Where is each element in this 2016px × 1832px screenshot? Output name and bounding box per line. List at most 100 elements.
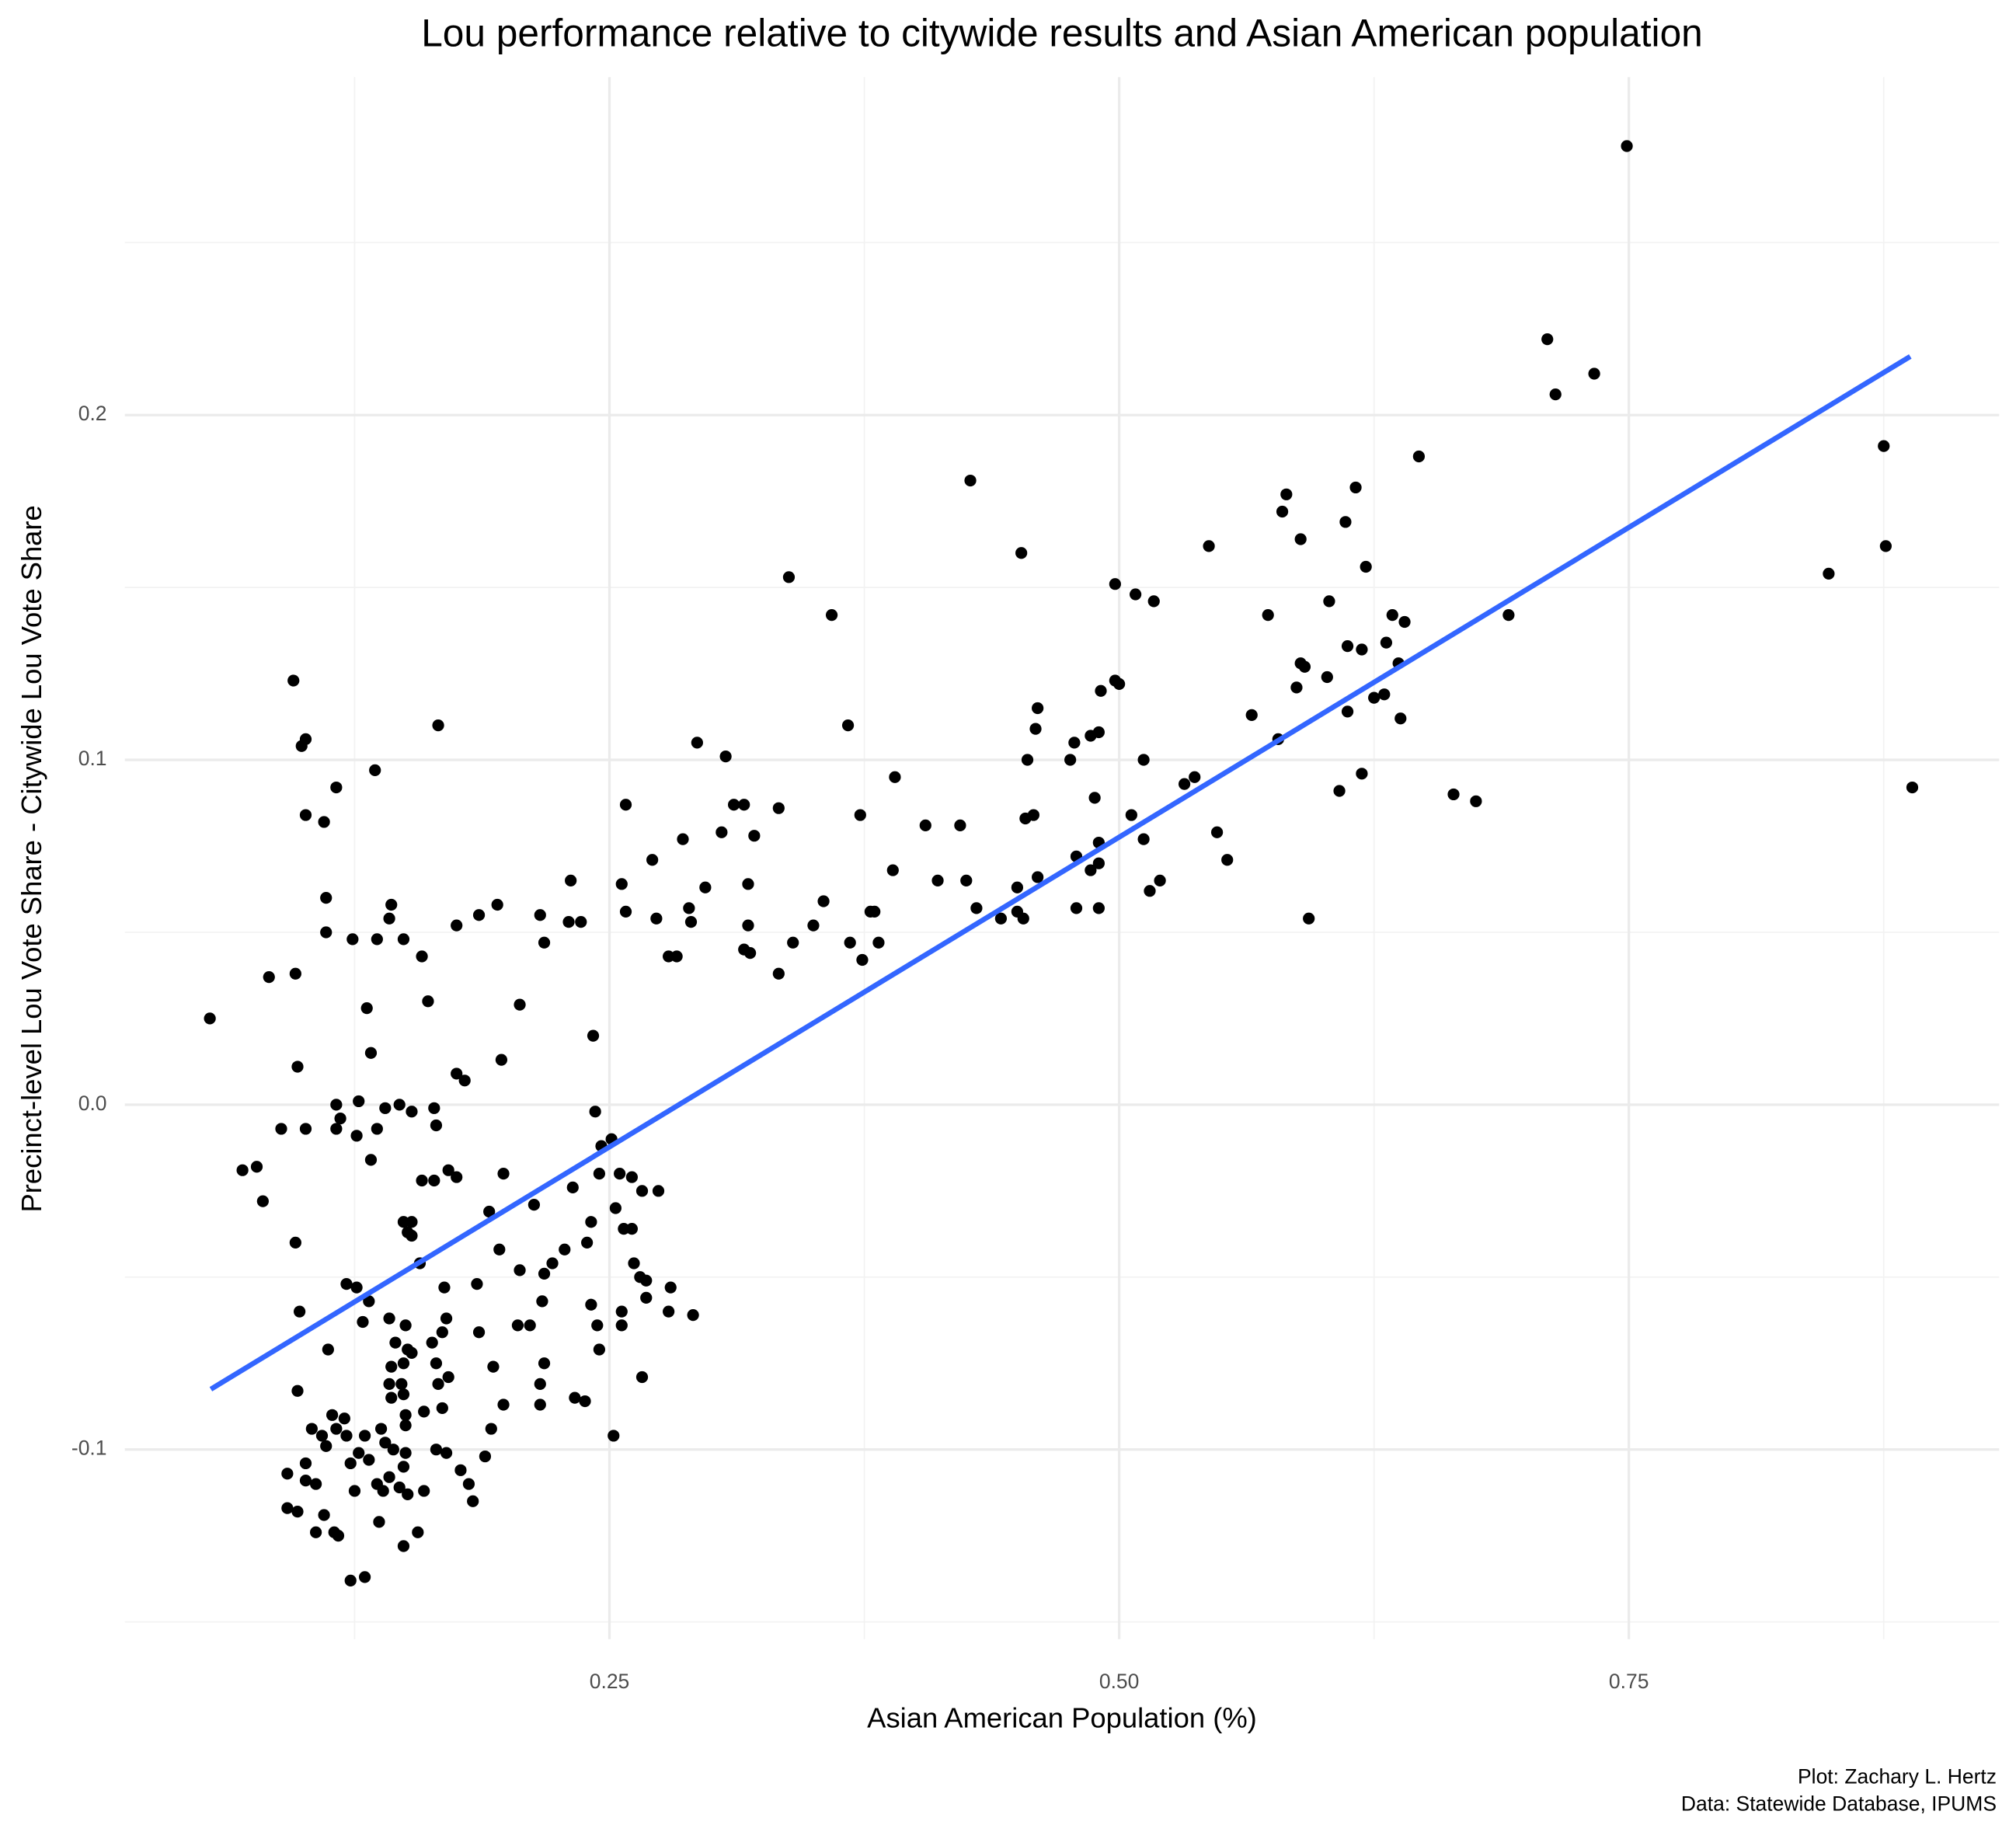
point <box>438 1281 451 1294</box>
point <box>1298 660 1311 673</box>
point <box>1088 792 1101 804</box>
point <box>462 1478 475 1490</box>
point <box>841 719 855 732</box>
point <box>727 799 740 811</box>
point <box>358 1571 371 1583</box>
point <box>1356 768 1368 780</box>
point <box>305 1423 318 1435</box>
point <box>442 1371 454 1384</box>
point <box>397 1357 410 1370</box>
point <box>397 1216 410 1228</box>
point <box>1378 688 1391 701</box>
point <box>970 902 983 914</box>
point <box>1549 388 1562 401</box>
point <box>585 1216 597 1228</box>
point <box>340 1430 353 1442</box>
point <box>872 936 885 949</box>
x-tick-label: 0.25 <box>590 1670 630 1693</box>
point <box>1341 639 1354 653</box>
point <box>591 1319 604 1332</box>
point <box>1068 737 1081 749</box>
point <box>585 1298 597 1311</box>
point <box>299 809 312 821</box>
point <box>344 1457 357 1470</box>
point <box>1095 684 1107 697</box>
point <box>402 1343 414 1356</box>
point <box>1906 781 1919 794</box>
point <box>546 1257 559 1270</box>
point <box>964 474 977 487</box>
point <box>418 1485 430 1497</box>
point <box>334 1113 346 1125</box>
point <box>1323 595 1335 608</box>
point <box>807 919 820 932</box>
point <box>1470 795 1482 807</box>
point <box>1360 560 1372 573</box>
point <box>330 1099 343 1111</box>
x-tick-label: 0.75 <box>1609 1670 1649 1693</box>
point <box>748 830 761 842</box>
point <box>315 1430 329 1442</box>
point <box>1356 643 1368 656</box>
point <box>344 1574 357 1586</box>
caption: Data: Statewide Database, IPUMS <box>1681 1792 1997 1815</box>
point <box>1294 533 1307 545</box>
point <box>1280 488 1293 500</box>
point <box>1541 333 1554 346</box>
point <box>293 1305 306 1318</box>
point <box>299 1123 312 1135</box>
point <box>931 874 944 886</box>
point <box>869 905 881 918</box>
point <box>497 1168 510 1180</box>
point <box>1129 588 1142 601</box>
point <box>614 1168 626 1180</box>
point <box>357 1315 369 1329</box>
point <box>454 1464 467 1476</box>
point <box>1290 681 1303 694</box>
point <box>397 1388 410 1401</box>
point <box>1303 912 1315 925</box>
point <box>1210 826 1224 838</box>
point <box>430 1119 443 1132</box>
point <box>326 1409 339 1421</box>
point <box>451 1171 463 1183</box>
x-axis-label: Asian American Population (%) <box>867 1702 1257 1734</box>
point <box>593 1168 606 1180</box>
point <box>528 1198 541 1211</box>
point <box>318 816 330 828</box>
point <box>534 1398 546 1411</box>
point <box>291 1061 304 1073</box>
point <box>1092 902 1105 914</box>
point <box>1588 367 1600 380</box>
point <box>609 1202 622 1214</box>
point <box>619 799 632 811</box>
point <box>495 1054 508 1066</box>
point <box>330 781 343 794</box>
point <box>1262 609 1274 622</box>
point <box>886 864 899 876</box>
point <box>1380 636 1393 649</box>
point <box>1245 709 1258 721</box>
point <box>1412 450 1426 463</box>
point <box>397 933 410 946</box>
point <box>1189 771 1201 783</box>
point <box>436 1402 448 1415</box>
point <box>385 1391 398 1404</box>
point <box>575 916 587 928</box>
point <box>428 1102 440 1114</box>
point <box>250 1161 263 1173</box>
point <box>322 1343 334 1356</box>
point <box>1032 871 1044 883</box>
point <box>677 833 689 845</box>
point <box>472 1326 486 1339</box>
point <box>418 1405 430 1418</box>
point <box>683 902 695 914</box>
point <box>299 1457 312 1470</box>
point <box>640 1291 653 1304</box>
y-axis-label: Precinct-level Lou Vote Share - Citywide… <box>16 505 47 1212</box>
point <box>204 1012 216 1025</box>
point <box>399 1419 412 1432</box>
point <box>440 1447 453 1459</box>
point <box>1011 881 1024 893</box>
point <box>309 1526 322 1538</box>
